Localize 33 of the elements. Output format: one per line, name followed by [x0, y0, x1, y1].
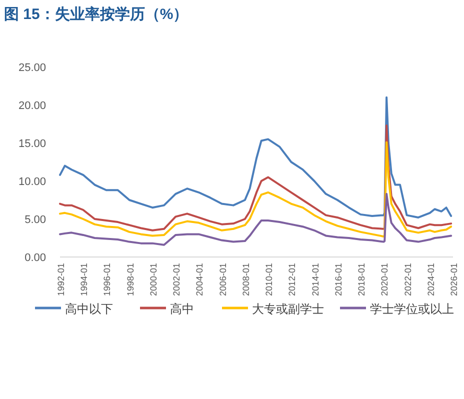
x-tick-label: 2014-01 — [310, 263, 320, 296]
x-tick-label: 2016-01 — [333, 263, 344, 296]
x-tick-label: 2010-01 — [264, 263, 274, 296]
x-tick-label: 2022-01 — [402, 263, 413, 296]
x-tick-label: 2012-01 — [287, 263, 298, 296]
x-tick-label: 2024-01 — [426, 263, 436, 296]
y-tick-label: 20.00 — [18, 100, 46, 112]
x-tick-label: 2000-01 — [148, 263, 158, 296]
line-series — [59, 124, 452, 232]
y-tick-label: 0.00 — [24, 252, 46, 264]
x-tick-label: 2006-01 — [218, 263, 228, 296]
x-tick-label: 1992-01 — [56, 263, 66, 296]
line-series — [59, 141, 452, 238]
line-series — [59, 96, 452, 218]
x-tick-label: 1996-01 — [102, 263, 112, 296]
x-tick-label: 2004-01 — [194, 263, 205, 296]
chart-title: 图 15：失业率按学历（%） — [4, 5, 188, 23]
legend-label: 大专或副学士 — [252, 302, 324, 316]
x-tick-label: 1994-01 — [79, 263, 90, 296]
x-tick-label: 2018-01 — [356, 263, 367, 296]
y-tick-label: 25.00 — [18, 62, 46, 74]
x-tick-label: 2008-01 — [240, 263, 251, 296]
y-tick-label: 15.00 — [18, 138, 46, 150]
y-tick-label: 10.00 — [18, 176, 46, 188]
x-tick-label: 2002-01 — [172, 263, 182, 296]
legend-label: 高中 — [170, 302, 194, 316]
legend-label: 学士学位或以上 — [370, 302, 454, 316]
legend-label: 高中以下 — [65, 302, 113, 316]
x-tick-label: 2026-01 — [449, 263, 459, 296]
line-series — [59, 192, 452, 246]
x-tick-label: 2020-01 — [380, 263, 390, 296]
y-tick-label: 5.00 — [24, 214, 46, 226]
x-tick-label: 1998-01 — [125, 263, 136, 296]
